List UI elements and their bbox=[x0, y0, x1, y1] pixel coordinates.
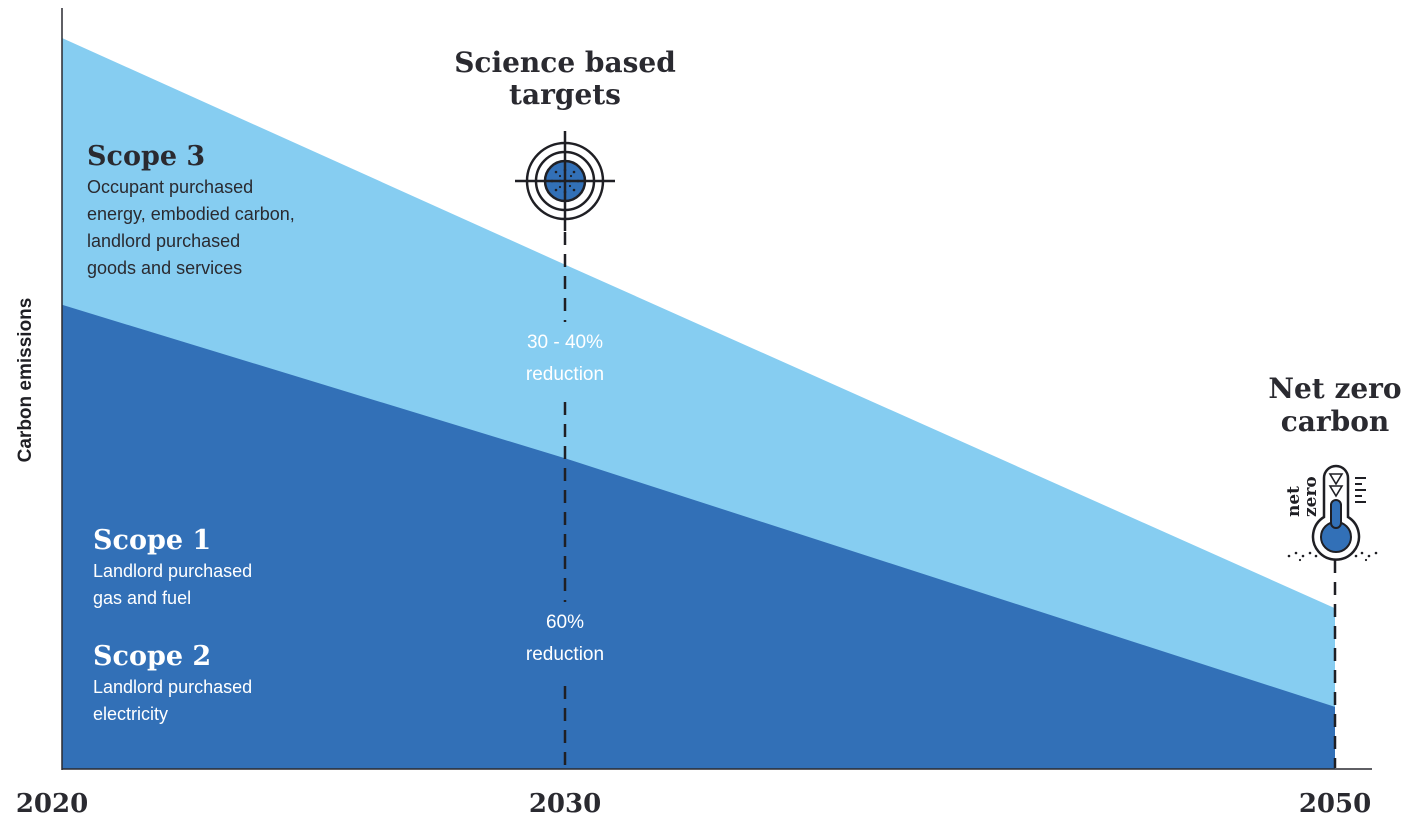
scope-1-2-area bbox=[62, 304, 1335, 769]
target-icon bbox=[515, 131, 615, 231]
reduction-30-40-line-1: 30 - 40% bbox=[527, 332, 603, 353]
net-zero-title-line-1: Net zero bbox=[1268, 372, 1401, 405]
net-zero-icon-text-zero: zero bbox=[1301, 476, 1321, 517]
scope-3-desc-line-4: goods and services bbox=[87, 258, 242, 278]
scope-1-desc-line-1: Landlord purchased bbox=[93, 561, 252, 581]
scope-2-desc-line-2: electricity bbox=[93, 704, 168, 724]
reduction-30-40-line-2: reduction bbox=[526, 364, 604, 385]
net-zero-thermometer-icon: net zero bbox=[1284, 464, 1378, 562]
scope-3-desc-line-1: Occupant purchased bbox=[87, 177, 253, 197]
net-zero-icon-text-net: net bbox=[1284, 486, 1304, 517]
x-tick-2030: 2030 bbox=[529, 789, 601, 819]
x-tick-2020: 2020 bbox=[16, 789, 88, 819]
net-zero-title-line-2: carbon bbox=[1281, 405, 1390, 438]
x-tick-2050: 2050 bbox=[1299, 789, 1371, 819]
reduction-60-line-1: 60% bbox=[546, 612, 584, 633]
scope-3-title: Scope 3 bbox=[87, 141, 205, 172]
scope-1-desc-line-2: gas and fuel bbox=[93, 588, 191, 608]
scope-3-desc-line-2: energy, embodied carbon, bbox=[87, 204, 295, 224]
science-based-targets-title-line-2: targets bbox=[509, 78, 621, 111]
scope-3-desc-line-3: landlord purchased bbox=[87, 231, 240, 251]
scope-2-desc-line-1: Landlord purchased bbox=[93, 677, 252, 697]
reduction-60-line-2: reduction bbox=[526, 644, 604, 665]
scope-1-title: Scope 1 bbox=[93, 525, 211, 556]
y-axis-title: Carbon emissions bbox=[15, 298, 36, 463]
scope-2-title: Scope 2 bbox=[93, 641, 211, 672]
science-based-targets-title-line-1: Science based bbox=[454, 46, 676, 79]
